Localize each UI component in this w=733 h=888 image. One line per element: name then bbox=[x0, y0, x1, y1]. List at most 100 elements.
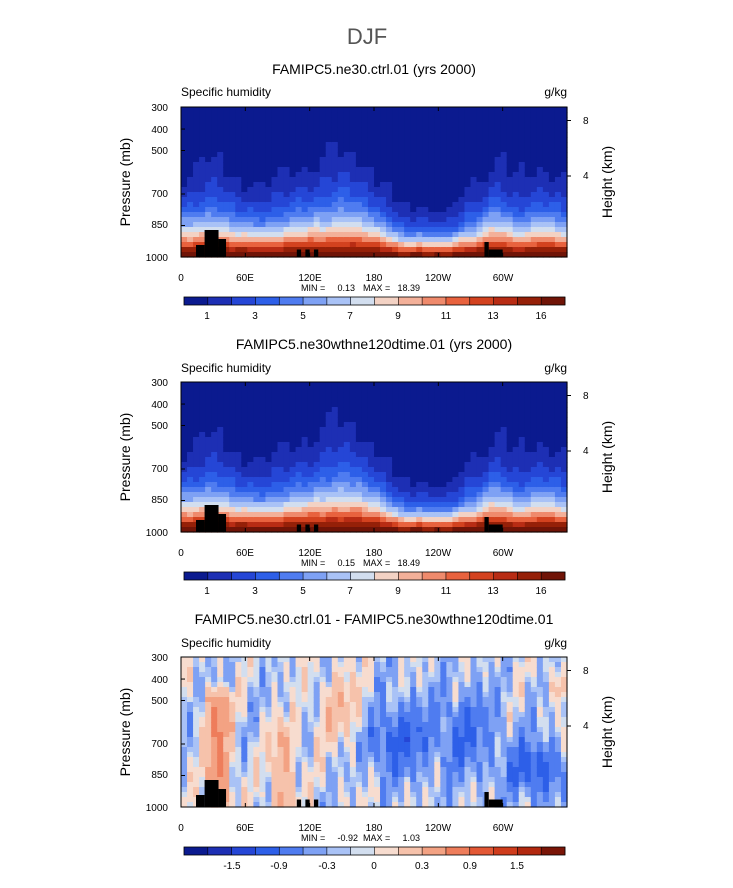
heat-cell bbox=[422, 482, 429, 488]
heat-cell bbox=[512, 482, 520, 488]
heat-cell bbox=[554, 442, 562, 448]
heat-cell bbox=[223, 242, 230, 248]
heat-cell bbox=[422, 507, 429, 513]
heat-cell bbox=[386, 162, 393, 168]
heat-cell bbox=[349, 447, 357, 453]
heat-cell bbox=[422, 157, 429, 163]
heat-cell bbox=[428, 202, 435, 208]
heat-cell bbox=[313, 432, 321, 438]
heat-cell bbox=[331, 472, 339, 478]
heat-cell bbox=[193, 752, 200, 758]
heat-cell bbox=[434, 217, 441, 223]
heat-cell bbox=[271, 167, 279, 173]
heat-cell bbox=[313, 132, 321, 138]
heat-cell bbox=[506, 412, 514, 418]
heat-cell bbox=[343, 797, 351, 803]
heat-cell bbox=[271, 422, 279, 428]
heat-cell bbox=[337, 207, 345, 213]
heat-cell bbox=[560, 172, 568, 178]
heat-cell bbox=[211, 397, 218, 403]
heat-cell bbox=[259, 142, 267, 148]
heat-cell bbox=[259, 207, 267, 213]
heat-cell bbox=[283, 487, 291, 493]
heat-cell bbox=[524, 402, 532, 408]
heat-cell bbox=[223, 667, 230, 673]
heat-cell bbox=[367, 522, 375, 528]
heat-cell bbox=[367, 417, 375, 423]
heat-cell bbox=[422, 392, 429, 398]
heat-cell bbox=[289, 527, 297, 533]
heat-cell bbox=[367, 517, 375, 523]
heat-cell bbox=[247, 667, 254, 673]
heat-cell bbox=[241, 727, 248, 733]
heat-cell bbox=[476, 187, 484, 193]
heat-cell bbox=[205, 152, 212, 158]
topography bbox=[218, 239, 227, 257]
heat-cell bbox=[500, 157, 508, 163]
heat-cell bbox=[380, 527, 387, 533]
heat-cell bbox=[488, 107, 496, 113]
heat-cell bbox=[518, 437, 526, 443]
heat-cell bbox=[446, 492, 454, 498]
heat-cell bbox=[542, 442, 550, 448]
heat-cell bbox=[229, 187, 236, 193]
heat-cell bbox=[271, 482, 279, 488]
heat-cell bbox=[476, 382, 484, 388]
heat-cell bbox=[181, 237, 188, 243]
heat-cell bbox=[223, 412, 230, 418]
heat-cell bbox=[488, 472, 496, 478]
heat-cell bbox=[536, 152, 544, 158]
heat-cell bbox=[542, 217, 550, 223]
heat-cell bbox=[259, 222, 267, 228]
heat-cell bbox=[482, 177, 490, 183]
heat-cell bbox=[500, 117, 508, 123]
heat-cell bbox=[554, 487, 562, 493]
heat-cell bbox=[355, 732, 363, 738]
heat-cell bbox=[277, 797, 285, 803]
heat-cell bbox=[524, 202, 532, 208]
heat-cell bbox=[386, 477, 393, 483]
heat-cell bbox=[548, 477, 556, 483]
heat-cell bbox=[367, 132, 375, 138]
heat-cell bbox=[470, 182, 478, 188]
heat-cell bbox=[259, 717, 267, 723]
heat-cell bbox=[271, 712, 279, 718]
heat-cell bbox=[446, 512, 454, 518]
heat-cell bbox=[235, 657, 242, 663]
heat-cell bbox=[307, 717, 315, 723]
heat-cell bbox=[295, 702, 303, 708]
heat-cell bbox=[289, 422, 297, 428]
topography bbox=[484, 242, 489, 257]
heat-cell bbox=[355, 507, 363, 513]
heat-cell bbox=[452, 247, 460, 253]
heat-cell bbox=[181, 507, 188, 513]
heat-cell bbox=[343, 432, 351, 438]
heat-cell bbox=[512, 187, 520, 193]
heat-cell bbox=[440, 517, 447, 523]
heat-cell bbox=[458, 167, 466, 173]
heat-cell bbox=[476, 127, 484, 133]
heat-cell bbox=[554, 172, 562, 178]
heat-cell bbox=[355, 422, 363, 428]
heat-cell bbox=[392, 177, 399, 183]
heat-cell bbox=[331, 467, 339, 473]
panel-2-variable: Specific humidity bbox=[181, 361, 271, 375]
heat-cell bbox=[518, 122, 526, 128]
heat-cell bbox=[361, 477, 369, 483]
heat-cell bbox=[476, 202, 484, 208]
heat-cell bbox=[193, 382, 200, 388]
heat-cell bbox=[470, 162, 478, 168]
heat-cell bbox=[434, 192, 441, 198]
heat-cell bbox=[422, 127, 429, 133]
heat-cell bbox=[217, 487, 224, 493]
heat-cell bbox=[301, 402, 309, 408]
heat-cell bbox=[235, 787, 242, 793]
heat-cell bbox=[458, 467, 466, 473]
heat-cell bbox=[560, 117, 568, 123]
heat-cell bbox=[211, 762, 218, 768]
heat-cell bbox=[217, 672, 224, 678]
heat-cell bbox=[259, 677, 267, 683]
heat-cell bbox=[265, 412, 273, 418]
heat-cell bbox=[374, 427, 381, 433]
heat-cell bbox=[319, 142, 327, 148]
